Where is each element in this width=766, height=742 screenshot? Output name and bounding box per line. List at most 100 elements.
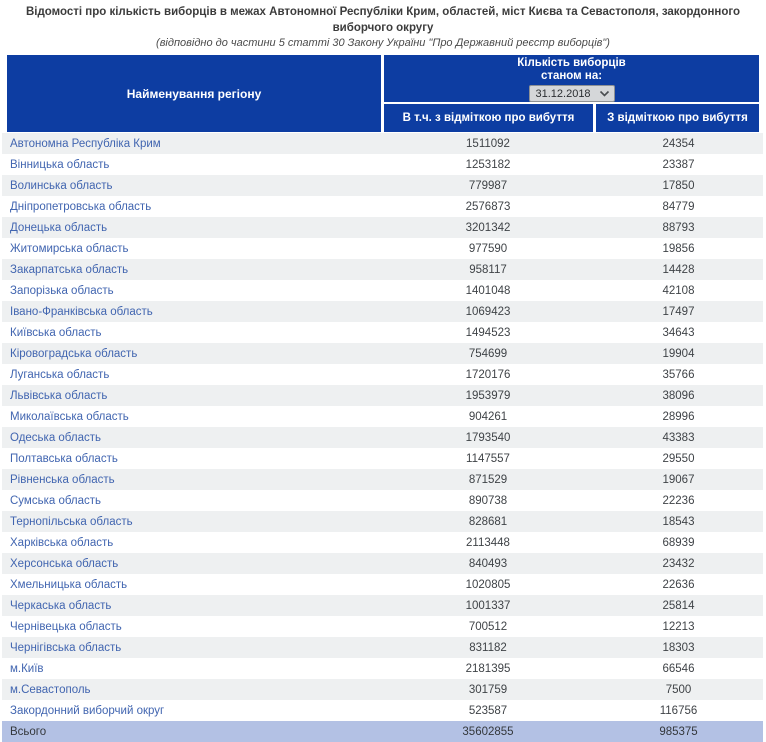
voters-count-cell: 3201342 [465,221,511,234]
region-link[interactable]: Сумська область [10,494,102,507]
region-cell: Житомирська область [2,243,382,255]
region-link[interactable]: Рівненська область [10,473,115,486]
subcol-divider [593,104,596,132]
region-link[interactable]: м.Київ [10,662,44,675]
voters-count-cell: 1793540 [465,431,511,444]
header-count-column: Кількість виборців станом на: 31.12.2018… [384,55,759,132]
region-cell: Кіровоградська область [2,348,382,360]
departed-count-cell: 28996 [662,410,695,423]
region-link[interactable]: Запорізька область [10,284,114,297]
count-title-line2: станом на: [540,70,603,82]
voters-count-cell: 1069423 [465,305,511,318]
table-row: м.Київ 2181395 66546 [2,658,763,679]
region-link[interactable]: Івано-Франківська область [10,305,153,318]
departed-count-cell: 19856 [662,242,695,255]
departed-count-cell: 17497 [662,305,695,318]
departed-count-cell: 66546 [662,662,695,675]
region-link[interactable]: Волинська область [10,179,113,192]
region-cell: Закарпатська область [2,264,382,276]
region-cell: Волинська область [2,180,382,192]
header-divider [384,102,759,104]
voters-count-cell: 1953979 [465,389,511,402]
voters-count-cell: 1720176 [465,368,511,381]
region-link[interactable]: Львівська область [10,389,108,402]
region-link[interactable]: Дніпропетровська область [10,200,152,213]
region-link[interactable]: Чернівецька область [10,620,122,633]
voters-count-cell: 890738 [468,494,508,507]
total-row: Всього 35602855 985375 [2,721,763,742]
total-departed-cell: 985375 [659,725,698,738]
table-row: Львівська область 1953979 38096 [2,385,763,406]
departed-count-cell: 12213 [662,620,695,633]
table-row: Черкаська область 1001337 25814 [2,595,763,616]
table-row: Миколаївська область 904261 28996 [2,406,763,427]
departed-count-cell: 22236 [662,494,695,507]
date-select-value: 31.12.2018 [535,87,591,100]
region-cell: Херсонська область [2,558,382,570]
table-row: м.Севастополь 301759 7500 [2,679,763,700]
region-link[interactable]: Київська область [10,326,102,339]
date-select[interactable]: 31.12.2018 [528,85,615,102]
region-link[interactable]: Автономна Республіка Крим [10,137,161,150]
departed-count-cell: 43383 [662,431,695,444]
page-subtitle: (відповідно до частини 5 статті 30 Закон… [156,37,610,49]
region-link[interactable]: Чернігівська область [10,641,122,654]
region-link[interactable]: Закордонний виборчий округ [10,704,165,717]
region-cell: Львівська область [2,390,382,402]
chevron-down-icon [599,88,610,100]
region-link[interactable]: Миколаївська область [10,410,129,423]
departed-count-cell: 19067 [662,473,695,486]
region-cell: м.Київ [2,663,382,675]
departed-count-cell: 84779 [662,200,695,213]
region-link[interactable]: Херсонська область [10,557,119,570]
region-cell: Автономна Республіка Крим [2,138,382,150]
region-link[interactable]: Закарпатська область [10,263,129,276]
departed-count-cell: 23432 [662,557,695,570]
region-cell: Сумська область [2,495,382,507]
region-cell: Харківська область [2,537,382,549]
region-link[interactable]: Хмельницька область [10,578,128,591]
departed-count-cell: 14428 [662,263,695,276]
region-link[interactable]: Вінницька область [10,158,110,171]
voters-count-cell: 1020805 [465,578,511,591]
total-label: Всього [10,725,47,738]
region-cell: Дніпропетровська область [2,201,382,213]
region-link[interactable]: Одеська область [10,431,101,444]
region-link[interactable]: Донецька область [10,221,108,234]
region-link[interactable]: Черкаська область [10,599,112,612]
table-row: Сумська область 890738 22236 [2,490,763,511]
region-cell: м.Севастополь [2,684,382,696]
departed-count-cell: 25814 [662,599,695,612]
header-region-column: Найменування регіону [7,55,381,132]
region-link[interactable]: Полтавська область [10,452,118,465]
table-row: Вінницька область 1253182 23387 [2,154,763,175]
voters-count-cell: 871529 [468,473,508,486]
departed-count-cell: 7500 [665,683,692,696]
region-link[interactable]: Тернопільська область [10,515,133,528]
voters-count-cell: 700512 [468,620,508,633]
voters-count-cell: 2576873 [465,200,511,213]
region-cell: Донецька область [2,222,382,234]
table-row: Запорізька область 1401048 42108 [2,280,763,301]
departed-count-cell: 116756 [659,704,698,717]
table-row: Тернопільська область 828681 18543 [2,511,763,532]
departed-count-cell: 34643 [662,326,695,339]
total-voters-cell: 35602855 [462,725,514,738]
departed-count-cell: 23387 [662,158,695,171]
region-link[interactable]: Харківська область [10,536,114,549]
voters-count-cell: 1401048 [465,284,511,297]
voters-count-cell: 840493 [468,557,508,570]
region-cell: Миколаївська область [2,411,382,423]
region-cell: Вінницька область [2,159,382,171]
voters-count-cell: 1147557 [466,452,510,465]
region-link[interactable]: Кіровоградська область [10,347,138,360]
table-body: Автономна Республіка Крим 1511092 24354 Він… [2,133,763,721]
region-cell: Одеська область [2,432,382,444]
region-link[interactable]: Житомирська область [10,242,129,255]
table-row: Кіровоградська область 754699 19904 [2,343,763,364]
table-row: Харківська область 2113448 68939 [2,532,763,553]
table-row: Рівненська область 871529 19067 [2,469,763,490]
region-link[interactable]: Луганська область [10,368,110,381]
region-link[interactable]: м.Севастополь [10,683,91,696]
departed-count-cell: 19904 [662,347,695,360]
